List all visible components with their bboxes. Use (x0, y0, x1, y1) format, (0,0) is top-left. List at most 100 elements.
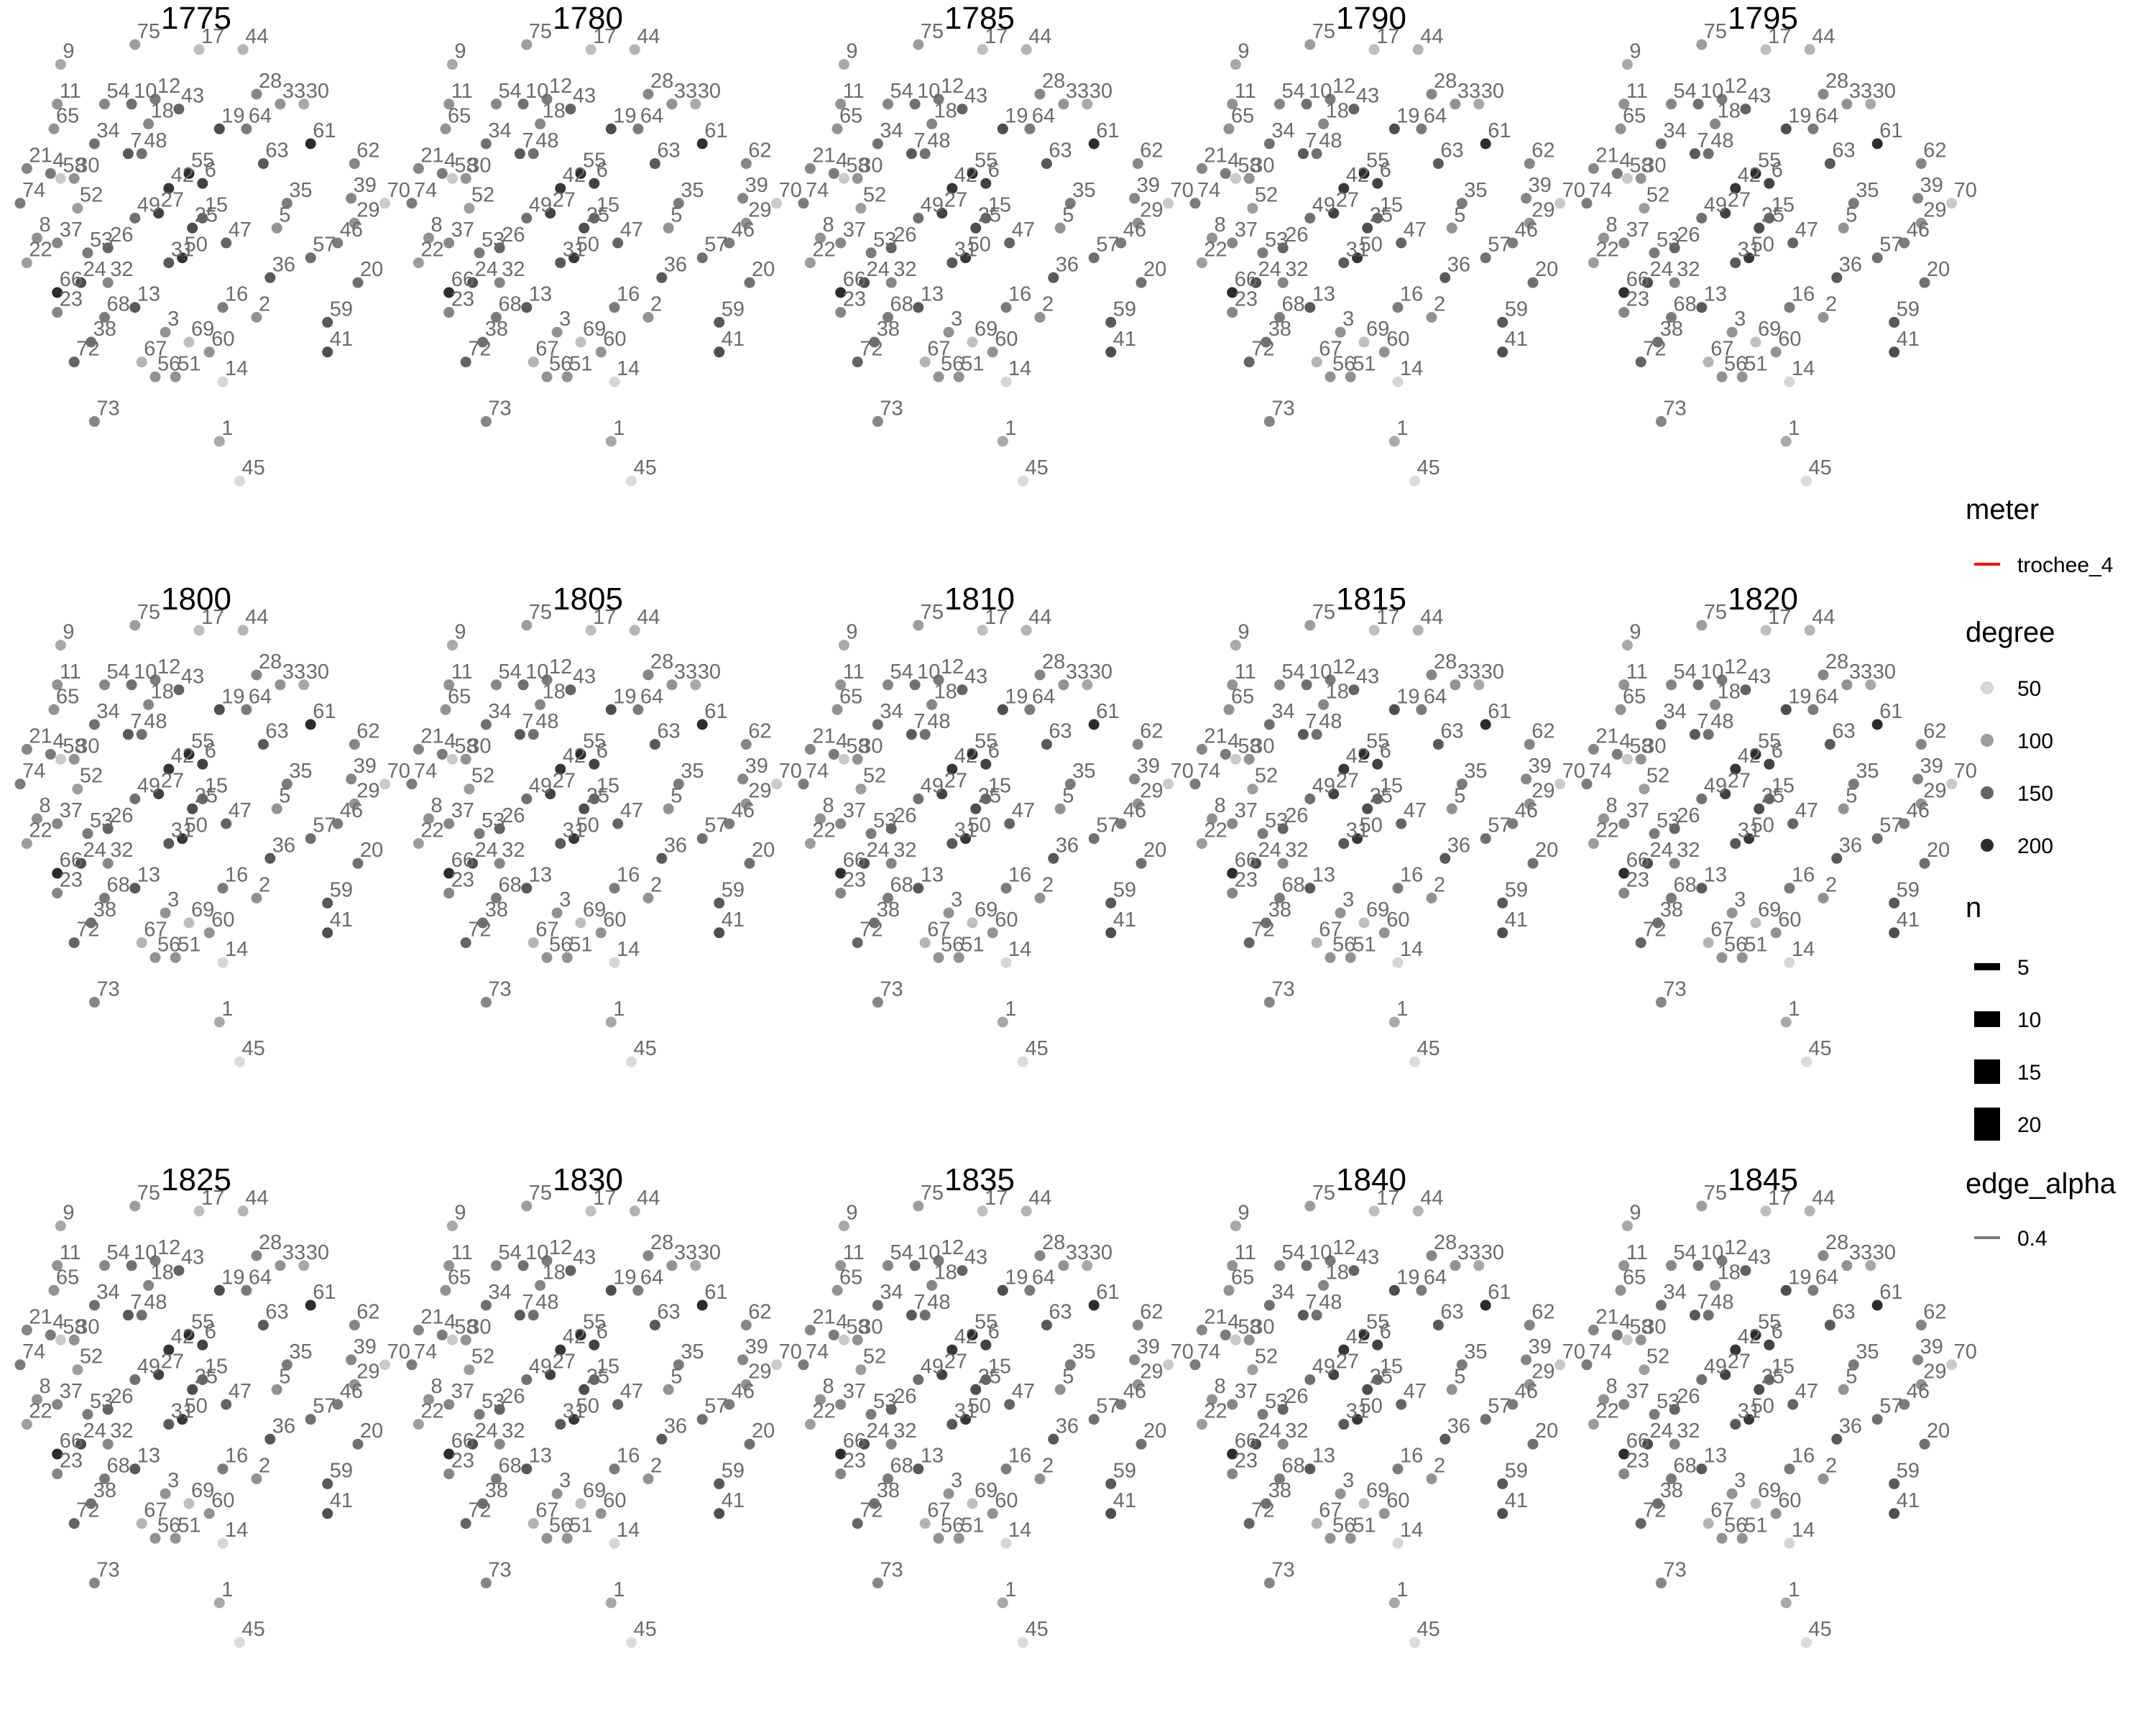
node-label: 43 (181, 1246, 204, 1269)
node-49 (1304, 794, 1316, 804)
node-9 (446, 1220, 458, 1232)
node-label: 65 (1623, 1266, 1646, 1289)
node-label: 54 (499, 80, 522, 103)
node-label: 22 (812, 819, 835, 842)
node-label: 44 (1420, 25, 1443, 48)
node-67 (1311, 937, 1322, 949)
node-label: 33 (282, 80, 305, 103)
node-label: 48 (1319, 129, 1342, 152)
node-label: 24 (475, 839, 498, 862)
node-label: 14 (1400, 357, 1423, 380)
node-label: 54 (890, 1241, 913, 1264)
node-62 (1524, 158, 1535, 170)
node-label: 32 (1677, 1420, 1700, 1443)
node-8 (815, 1394, 826, 1405)
node-label: 51 (1353, 352, 1376, 375)
node-label: 34 (880, 119, 903, 142)
node-label: 50 (576, 814, 599, 837)
node-label: 4 (444, 1310, 456, 1333)
node-label: 55 (975, 1310, 998, 1333)
node-label: 67 (535, 338, 558, 361)
node-label: 18 (151, 1261, 174, 1284)
node-label: 57 (1879, 1395, 1902, 1418)
node-label: 29 (1923, 1360, 1946, 1383)
node-17 (193, 1205, 205, 1217)
node-label: 64 (1032, 104, 1055, 127)
node-30b (852, 1334, 863, 1346)
node-65 (831, 1284, 843, 1296)
node-label: 50 (968, 814, 991, 837)
node-37 (443, 1399, 455, 1410)
node-label: 55 (1758, 1310, 1781, 1333)
legend-label-degree: 100 (2017, 730, 2053, 753)
node-41 (1497, 1508, 1508, 1519)
node-74 (14, 1359, 26, 1371)
node-27 (1720, 1369, 1731, 1381)
node-label: 34 (96, 1281, 119, 1304)
node-label: 11 (451, 80, 473, 103)
node-53 (1649, 828, 1660, 840)
node-54 (491, 1260, 502, 1271)
node-35 (281, 1359, 292, 1371)
node-28 (1426, 1250, 1437, 1261)
node-label: 26 (1677, 804, 1700, 827)
node-label: 43 (181, 666, 204, 689)
node-label: 28 (1825, 70, 1848, 93)
node-label: 75 (921, 601, 944, 624)
node-48 (919, 729, 931, 740)
node-label: 8 (823, 794, 834, 817)
node-label: 68 (1674, 874, 1697, 897)
node-label: 5 (1454, 784, 1465, 807)
node-36 (1048, 1433, 1059, 1445)
node-label: 37 (843, 1380, 866, 1403)
node-label: 41 (1897, 908, 1920, 932)
node-4 (828, 1329, 839, 1340)
node-label: 23 (451, 869, 474, 892)
node-label: 62 (1531, 720, 1554, 743)
node-11 (443, 98, 455, 110)
node-label: 46 (1907, 1380, 1930, 1403)
node-16 (217, 1463, 229, 1475)
node-6 (980, 1339, 992, 1351)
node-44 (1021, 625, 1032, 636)
node-label: 64 (1032, 685, 1055, 708)
node-label: 37 (1235, 799, 1258, 822)
node-70 (1554, 198, 1566, 209)
node-label: 15 (205, 1356, 228, 1379)
node-label: 17 (1768, 1187, 1791, 1210)
node-label: 55 (1758, 730, 1781, 753)
node-75 (521, 620, 533, 631)
node-33 (1450, 98, 1461, 110)
node-52 (464, 203, 475, 214)
node-39 (1912, 193, 1924, 204)
node-label: 31 (954, 1400, 977, 1423)
node-18 (1710, 118, 1721, 129)
node-21 (413, 744, 424, 755)
node-12 (933, 1255, 944, 1266)
node-label: 1 (1005, 417, 1016, 440)
node-label: 20 (752, 1420, 775, 1443)
node-label: 63 (657, 720, 680, 743)
node-66 (1227, 868, 1238, 879)
legend-title-degree: degree (1966, 617, 2055, 648)
node-label: 31 (1346, 239, 1369, 262)
node-label: 4 (52, 1310, 64, 1333)
node-label: 36 (1447, 834, 1470, 857)
node-17 (1368, 625, 1380, 636)
node-label: 46 (1907, 218, 1930, 242)
node-37 (443, 237, 455, 249)
node-29 (1524, 1379, 1535, 1390)
node-label: 25 (195, 784, 218, 807)
node-55 (1358, 748, 1370, 760)
node-label: 41 (1113, 328, 1136, 351)
node-label: 67 (144, 1499, 167, 1522)
node-53 (474, 247, 485, 259)
node-2 (1426, 312, 1437, 323)
node-label: 27 (1728, 189, 1751, 212)
node-label: 68 (499, 1455, 522, 1478)
node-label: 41 (1505, 328, 1528, 351)
node-label: 17 (1768, 606, 1791, 629)
node-33 (1058, 679, 1069, 691)
node-26 (1277, 1404, 1289, 1415)
node-label: 31 (563, 239, 586, 262)
